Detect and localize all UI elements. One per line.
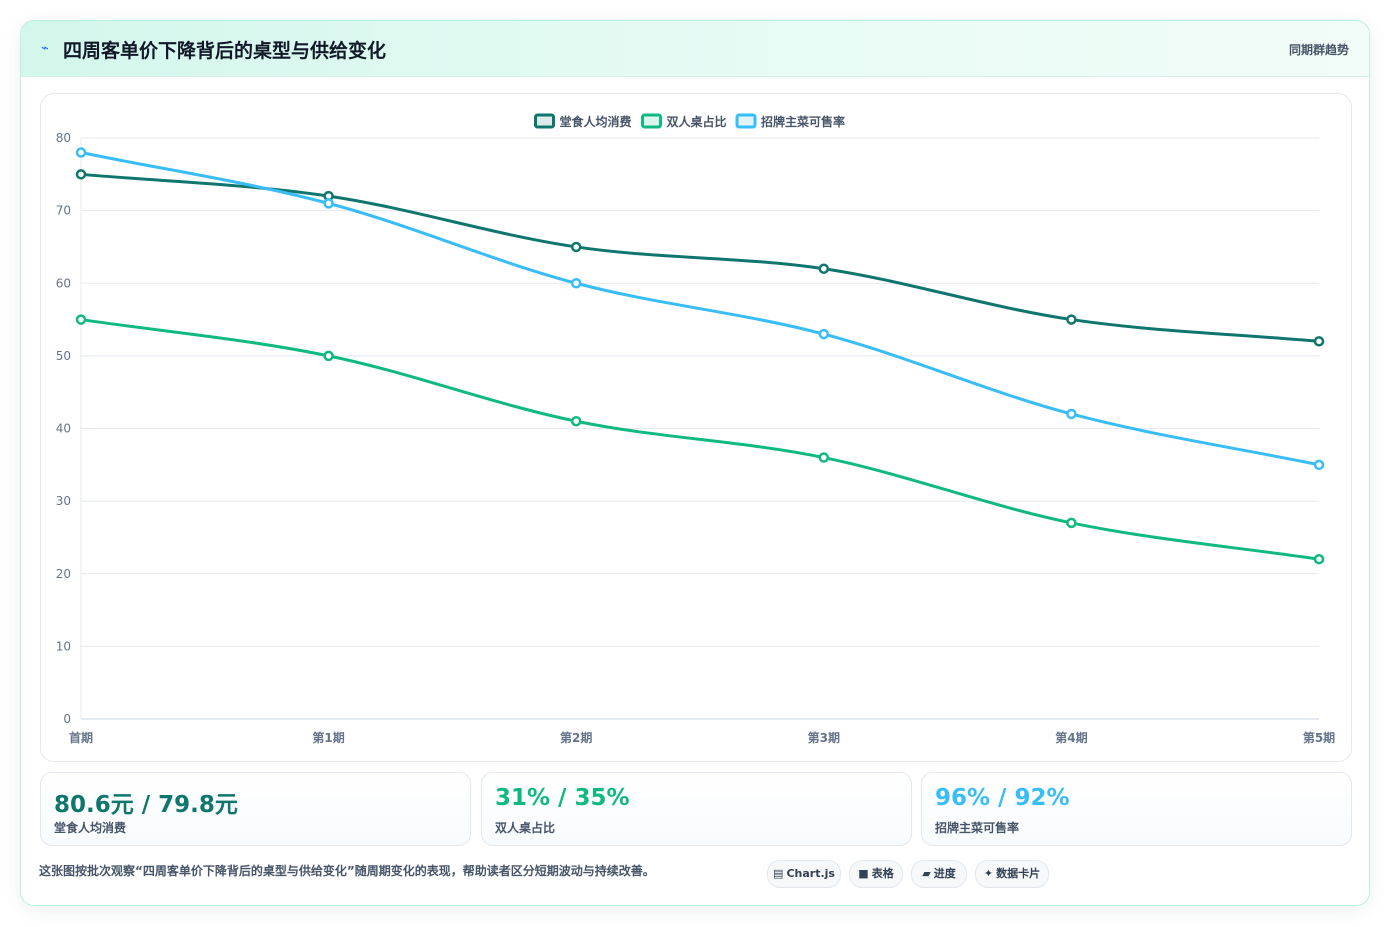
kpi-label: 堂食人均消费 — [54, 821, 127, 835]
kpi-value: 80.6元 / 79.8元 — [54, 792, 238, 818]
x-tick-label: 首期 — [69, 730, 93, 745]
kpi-value: 31% / 35% — [495, 785, 630, 811]
data-point — [818, 452, 830, 463]
header-subtitle: 同期群趋势 — [1288, 43, 1349, 57]
data-point — [818, 263, 830, 274]
progress-icon: ▰ — [922, 867, 931, 880]
kpi-card-two-seat-share: 31% / 35% 双人桌占比 — [481, 772, 912, 846]
chip-label: Chart.js — [786, 867, 835, 880]
card-header: ⌁ 四周客单价下降背后的桌型与供给变化 同期群趋势 — [21, 21, 1369, 77]
data-point — [1313, 336, 1325, 347]
y-tick-label: 70 — [56, 204, 71, 218]
series-line-2 — [80, 318, 1320, 561]
chip-progress[interactable]: ▰ 进度 — [911, 860, 967, 888]
x-tick-label: 第3期 — [808, 730, 840, 745]
kpi-value: 96% / 92% — [935, 785, 1070, 811]
data-point — [570, 241, 582, 253]
y-tick-label: 40 — [56, 422, 71, 436]
chip-label: 表格 — [871, 867, 894, 880]
data-point — [1313, 459, 1325, 471]
x-tick-label: 第4期 — [1055, 730, 1087, 745]
chip-label: 进度 — [933, 867, 956, 880]
sparkle-icon: ✦ — [983, 867, 994, 880]
chart-card: ⌁ 四周客单价下降背后的桌型与供给变化 同期群趋势 0 10 20 30 40 50 60 7… — [20, 20, 1370, 906]
x-tick-label: 第2期 — [560, 730, 592, 745]
legend-swatch — [641, 113, 662, 129]
series-line-1 — [80, 172, 1320, 343]
y-tick-label: 10 — [56, 639, 71, 653]
data-point — [1066, 517, 1077, 529]
y-tick-label: 30 — [56, 494, 71, 508]
page-title: 四周客单价下降背后的桌型与供给变化 — [63, 40, 387, 62]
legend-swatch — [534, 113, 555, 129]
y-tick-label: 50 — [56, 349, 71, 363]
legend-swatch — [735, 113, 757, 129]
data-point — [570, 278, 582, 289]
data-point — [75, 147, 87, 158]
data-point — [323, 350, 334, 362]
data-point — [1066, 314, 1077, 325]
chip-data-card[interactable]: ✦ 数据卡片 — [975, 860, 1049, 888]
legend-label: 招牌主菜可售率 — [761, 114, 845, 129]
chip-table[interactable]: ■ 表格 — [849, 860, 903, 888]
kpi-label: 双人桌占比 — [495, 821, 556, 835]
legend-label: 双人桌占比 — [667, 114, 727, 129]
chart-panel: 0 10 20 30 40 50 60 70 80 首期 第1期 第2期 第3期 第4期 第5期 堂食人均消费… — [40, 93, 1352, 762]
table-icon: ■ — [858, 867, 869, 880]
series-line-3 — [80, 151, 1320, 467]
chart-footnote: 这张图按批次观察“四周客单价下降背后的桌型与供给变化”随周期变化的表现，帮助读者… — [39, 864, 655, 878]
chart-icon: ▤ — [773, 867, 784, 880]
chip-label: 数据卡片 — [996, 867, 1041, 880]
data-point — [323, 198, 334, 209]
data-point — [818, 328, 830, 340]
kpi-card-signature-availability: 96% / 92% 招牌主菜可售率 — [921, 772, 1352, 846]
data-point — [1313, 553, 1325, 565]
y-tick-label: 60 — [56, 276, 71, 290]
line-chart: 0 10 20 30 40 50 60 70 80 首期 第1期 第2期 第3期 第4期 第5期 堂食人均消费… — [56, 113, 1335, 745]
kpi-card-dine-in-spend: 80.6元 / 79.8元 堂食人均消费 — [40, 772, 471, 846]
chip-chartjs[interactable]: ▤ Chart.js — [767, 860, 841, 888]
data-point — [570, 415, 582, 427]
y-tick-label: 80 — [56, 131, 71, 145]
data-point — [75, 314, 87, 325]
y-tick-label: 0 — [63, 712, 71, 726]
lightning-icon: ⌁ — [41, 41, 49, 56]
kpi-label: 招牌主菜可售率 — [935, 821, 1020, 835]
y-tick-label: 20 — [56, 567, 71, 581]
x-tick-label: 第1期 — [312, 730, 344, 745]
x-tick-label: 第5期 — [1303, 730, 1335, 745]
data-point — [1066, 408, 1077, 420]
data-point — [75, 169, 87, 180]
legend-label: 堂食人均消费 — [560, 114, 632, 129]
